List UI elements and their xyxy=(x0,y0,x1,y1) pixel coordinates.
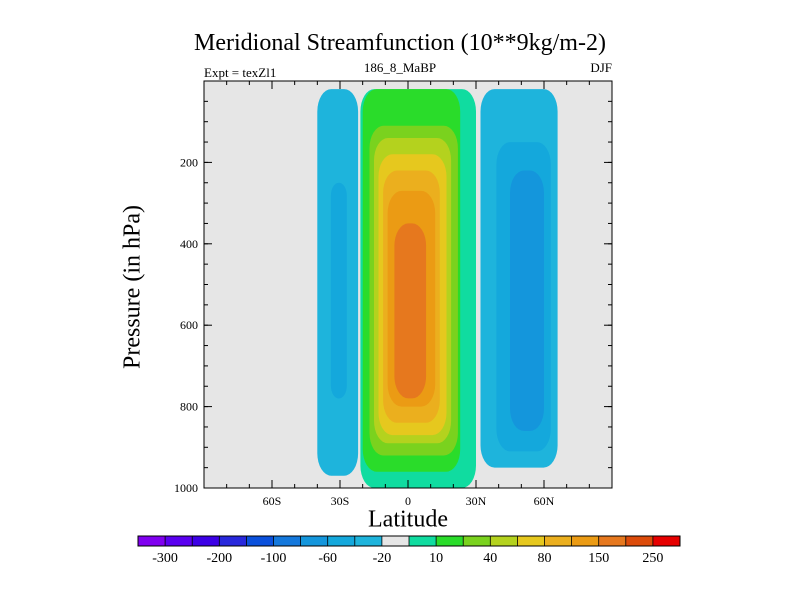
colorbar-swatch xyxy=(463,536,491,546)
x-tick-label: 60N xyxy=(534,494,555,508)
colorbar-swatch xyxy=(625,536,654,546)
colorbar-swatch xyxy=(436,536,464,546)
colorbar-swatch xyxy=(165,536,193,546)
colorbar-swatch xyxy=(246,536,274,546)
y-tick-label: 1000 xyxy=(174,481,198,495)
experiment-label: Expt = texZl1 xyxy=(204,65,277,80)
colorbar-swatch xyxy=(273,536,301,546)
region-sh-cell-core xyxy=(330,182,347,399)
x-axis-label: Latitude xyxy=(368,506,448,533)
colorbar-label: 150 xyxy=(588,551,609,566)
contour-regions xyxy=(317,89,558,488)
y-axis-ticks: 200 400 600 800 1000 xyxy=(174,100,612,495)
colorbar-label: -20 xyxy=(373,551,392,566)
colorbar-swatch xyxy=(192,536,220,546)
colorbar-swatch xyxy=(598,536,627,546)
y-tick-label: 800 xyxy=(180,400,198,414)
region-tropical-cell-200 xyxy=(394,223,427,399)
region-nh-cell-40 xyxy=(510,170,544,431)
colorbar-swatch xyxy=(571,536,599,546)
y-tick-label: 200 xyxy=(180,155,198,169)
x-axis-ticks: 60S 30S 0 30N 60N xyxy=(226,81,590,508)
x-tick-label: 30S xyxy=(331,494,350,508)
colorbar-swatch xyxy=(327,536,356,546)
x-tick-label: 30N xyxy=(466,494,487,508)
x-tick-label: 0 xyxy=(405,494,411,508)
season-label: DJF xyxy=(590,60,612,75)
colorbar-swatch xyxy=(490,536,518,546)
colorbar-label: -100 xyxy=(261,551,287,566)
colorbar-swatch xyxy=(381,536,410,546)
colorbar-label: -60 xyxy=(318,551,337,566)
colorbar-swatch xyxy=(219,536,247,546)
chart-title: Meridional Streamfunction (10**9kg/m-2) xyxy=(194,30,606,56)
colorbar-swatch xyxy=(517,536,545,546)
colorbar: -300 -200 -100 -60 -20 10 40 80 150 250 xyxy=(137,535,681,566)
x-tick-label: 60S xyxy=(263,494,282,508)
colorbar-label: 250 xyxy=(642,551,663,566)
colorbar-label: 80 xyxy=(538,551,552,566)
y-tick-label: 600 xyxy=(180,318,198,332)
colorbar-label: 40 xyxy=(483,551,497,566)
y-tick-label: 400 xyxy=(180,237,198,251)
colorbar-swatch xyxy=(300,536,328,546)
colorbar-swatch xyxy=(409,536,437,546)
colorbar-swatch xyxy=(652,536,681,546)
colorbar-swatch xyxy=(544,536,572,546)
colorbar-label: 10 xyxy=(429,551,443,566)
colorbar-frame xyxy=(137,535,681,547)
colorbar-swatch xyxy=(138,536,166,546)
colorbar-label: -200 xyxy=(206,551,232,566)
colorbar-swatch xyxy=(354,536,383,546)
period-label: 186_8_MaBP xyxy=(363,60,437,75)
colorbar-label: -300 xyxy=(152,551,178,566)
